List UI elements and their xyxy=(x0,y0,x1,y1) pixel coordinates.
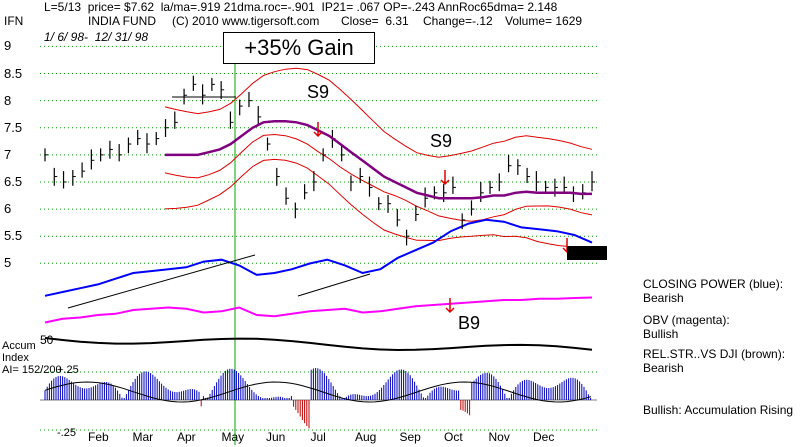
legend-accum-note: Bullish: Accumulation Rising xyxy=(643,403,794,417)
y-tick-label: 6 xyxy=(4,201,12,217)
signal-b9: B9 xyxy=(458,313,481,333)
symbol-label: IFN xyxy=(4,14,24,28)
change-value: Change=-.12 xyxy=(423,14,493,28)
ai-value: AI= 152/200 xyxy=(2,364,62,376)
x-tick-label: Nov xyxy=(488,430,510,444)
x-tick-label: Aug xyxy=(355,430,377,444)
bollinger-bands xyxy=(164,67,593,249)
trend-line xyxy=(67,254,256,309)
black-box-label: 57 xyxy=(567,246,607,260)
accum-plus-label: +.25 xyxy=(57,364,79,376)
signal-s9-b: S9 xyxy=(430,131,453,151)
inner-band-line xyxy=(164,133,593,222)
x-tick-label: Jun xyxy=(266,430,286,444)
signal-arrow-icon xyxy=(445,298,455,314)
y-tick-label: 5.5 xyxy=(4,228,23,244)
legend-cp-title: CLOSING POWER (blue): xyxy=(643,277,784,291)
y-tick-label: 8 xyxy=(4,92,12,108)
relstr-line xyxy=(44,337,593,352)
series-lines xyxy=(165,119,592,200)
lower-indicators xyxy=(44,96,593,352)
fifty-label: 50 xyxy=(40,333,54,347)
x-tick-label: Oct xyxy=(444,430,463,444)
y-tick-label: 7 xyxy=(4,146,12,162)
gain-callout: +35% Gain xyxy=(223,32,375,64)
y-tick-label: 7.5 xyxy=(4,119,23,135)
stats-line: L=5/13 price= $7.62 la/ma=.919 21dma.roc… xyxy=(44,0,558,14)
accumulation-histogram xyxy=(40,368,597,431)
accum-minus-label: -.25 xyxy=(57,427,76,439)
accum-label-1: Accum xyxy=(2,340,36,352)
legend-rs-title: REL.STR..VS DJI (brown): xyxy=(643,347,786,361)
x-tick-label: Dec xyxy=(533,430,555,444)
x-tick-label: Jul xyxy=(310,430,326,444)
close-value: Close= 6.31 xyxy=(341,14,409,28)
signal-s9-a: S9 xyxy=(307,82,330,102)
trend-line xyxy=(297,273,371,297)
legend-obv-state: Bullish xyxy=(643,327,679,341)
y-tick-label: 8.5 xyxy=(4,65,23,81)
lower-band-line xyxy=(164,158,593,249)
x-tick-label: May xyxy=(221,430,245,444)
legend-obv-title: OBV (magenta): xyxy=(643,313,730,327)
accum-label-2: Index xyxy=(2,352,29,364)
copyright: (C) 2010 www.tigersoft.com xyxy=(172,14,320,28)
y-tick-label: 5 xyxy=(4,255,12,271)
closing-power-line xyxy=(44,218,593,297)
y-tick-label: 6.5 xyxy=(4,173,23,189)
legend-rs-state: Bearish xyxy=(643,361,684,375)
signal-arrow-icon xyxy=(440,170,450,186)
x-tick-label: Mar xyxy=(132,430,154,444)
price-bars xyxy=(44,75,595,246)
x-tick-label: Feb xyxy=(88,430,109,444)
signal-arrow-icon xyxy=(313,122,323,138)
accum-ma-line xyxy=(44,381,592,403)
x-tick-label: Sep xyxy=(399,430,421,444)
y-tick-label: 9 xyxy=(4,38,12,54)
fund-name: INDIA FUND xyxy=(88,14,157,28)
obv-line xyxy=(44,296,593,324)
x-tick-label: Apr xyxy=(177,430,196,444)
upper-band-line xyxy=(164,67,593,158)
volume-value: Volume= 1629 xyxy=(505,14,583,28)
date-range: 1/ 6/ 98- 12/ 31/ 98 xyxy=(44,30,149,44)
legend-cp-state: Bearish xyxy=(643,291,684,305)
moving-average-line xyxy=(165,119,592,200)
